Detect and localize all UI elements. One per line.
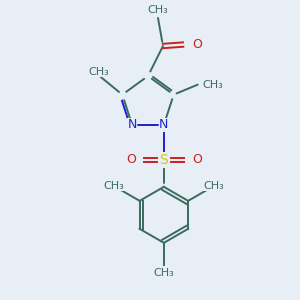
Text: CH₃: CH₃	[88, 67, 109, 77]
Text: N: N	[159, 118, 169, 131]
Text: CH₃: CH₃	[103, 181, 124, 191]
Text: CH₃: CH₃	[154, 268, 174, 278]
Text: N: N	[128, 118, 137, 131]
Text: S: S	[160, 153, 168, 167]
Text: CH₃: CH₃	[203, 80, 224, 90]
Text: O: O	[192, 153, 202, 166]
Text: CH₃: CH₃	[204, 181, 224, 191]
Text: O: O	[126, 153, 136, 166]
Text: O: O	[192, 38, 202, 50]
Text: CH₃: CH₃	[148, 5, 168, 15]
